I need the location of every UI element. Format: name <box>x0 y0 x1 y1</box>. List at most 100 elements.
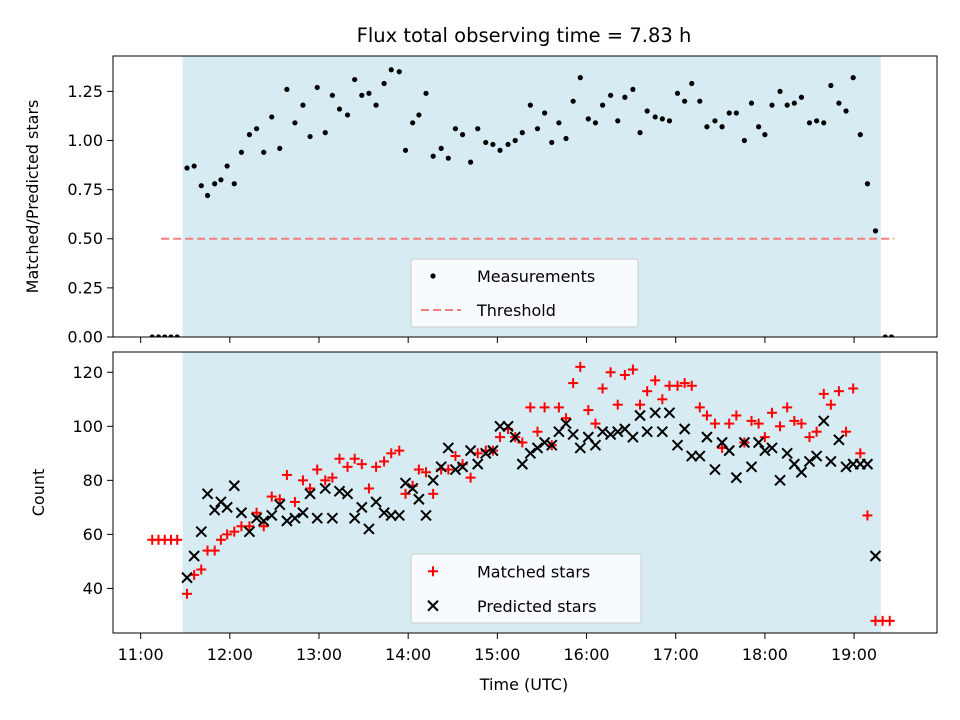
data-point <box>191 163 197 169</box>
data-point <box>738 436 751 449</box>
data-point <box>864 181 871 187</box>
data-point <box>459 132 466 138</box>
marker-d2 <box>420 509 432 522</box>
data-point <box>195 525 207 538</box>
data-point <box>266 491 277 502</box>
data-point <box>686 380 697 391</box>
marker-d2 <box>281 515 293 527</box>
data-point <box>251 507 262 518</box>
x-tick-label: 12:00 <box>207 645 253 664</box>
marker-d2 <box>480 447 492 460</box>
data-point <box>312 464 323 475</box>
data-point <box>723 444 735 457</box>
data-point <box>373 102 379 108</box>
data-point <box>766 442 778 454</box>
data-point <box>531 442 544 454</box>
marker-d2 <box>840 461 852 473</box>
data-point <box>567 428 579 441</box>
data-point <box>413 464 424 475</box>
data-point <box>149 334 155 337</box>
x-tick-label: 19:00 <box>831 645 877 664</box>
data-point <box>452 126 459 132</box>
data-point <box>753 418 764 429</box>
data-point <box>619 369 630 380</box>
marker-d2 <box>752 436 765 449</box>
data-point <box>221 501 233 514</box>
data-point <box>574 442 586 454</box>
data-point <box>261 149 267 155</box>
marker-d2 <box>456 461 469 473</box>
x-tick-label: 13:00 <box>296 645 342 664</box>
data-point <box>857 132 863 138</box>
data-point <box>450 451 461 462</box>
marker-d2 <box>235 507 248 519</box>
data-point <box>855 448 866 459</box>
marker-d2 <box>716 436 728 449</box>
data-point <box>333 485 346 497</box>
data-point <box>284 86 290 93</box>
data-point <box>304 488 316 500</box>
data-point <box>480 447 492 460</box>
data-point <box>344 112 351 118</box>
data-point <box>872 228 879 234</box>
marker-d2 <box>524 447 537 460</box>
data-point <box>752 436 765 449</box>
data-point <box>841 426 852 437</box>
y-tick-label: 60 <box>83 525 103 544</box>
marker-d2 <box>208 504 221 516</box>
data-point <box>445 155 451 161</box>
legend-frame <box>410 553 642 624</box>
marker-d2 <box>215 496 227 508</box>
marker-d2 <box>656 425 669 438</box>
data-point <box>615 118 621 124</box>
marker-d2 <box>582 431 595 443</box>
data-point <box>235 507 248 519</box>
data-point <box>577 75 583 81</box>
data-point <box>505 141 511 148</box>
marker-d2 <box>723 444 735 457</box>
data-point <box>502 420 514 433</box>
y-tick-label: 1.25 <box>67 82 103 101</box>
data-point <box>605 367 616 378</box>
y-tick-label: 0.00 <box>67 328 103 347</box>
data-point <box>342 461 353 472</box>
data-point <box>674 90 681 96</box>
data-point <box>882 334 888 337</box>
data-point <box>604 428 617 441</box>
marker-d2 <box>464 444 477 457</box>
data-point <box>689 80 695 87</box>
data-point <box>329 92 335 98</box>
x-tick-label: 16:00 <box>563 645 609 664</box>
data-point <box>821 120 827 126</box>
legend-label: Matched stars <box>477 562 590 581</box>
data-point <box>556 120 562 126</box>
data-point <box>307 133 313 140</box>
data-point <box>608 92 614 98</box>
marker-d2 <box>701 431 713 443</box>
data-point <box>560 417 572 430</box>
data-point <box>400 488 411 499</box>
marker-d2 <box>266 509 278 522</box>
marker-d2 <box>795 466 808 478</box>
marker-d2 <box>803 455 816 468</box>
data-point <box>519 130 525 136</box>
data-point <box>413 493 425 505</box>
data-point <box>327 472 338 483</box>
marker-d2 <box>546 439 558 451</box>
data-point <box>281 515 293 527</box>
data-point <box>561 413 572 424</box>
data-point <box>525 402 536 413</box>
data-point <box>599 102 606 108</box>
marker-d2 <box>363 523 375 535</box>
data-point <box>399 477 412 489</box>
data-point <box>833 434 845 446</box>
marker-d2 <box>738 436 751 449</box>
x-tick-label: 11:00 <box>118 645 164 664</box>
data-point <box>825 455 837 468</box>
legend-marker <box>428 566 438 577</box>
data-point <box>649 407 661 419</box>
data-point <box>517 437 528 448</box>
y-tick-label: 80 <box>83 471 103 490</box>
data-point <box>777 88 783 94</box>
data-point <box>472 458 484 470</box>
